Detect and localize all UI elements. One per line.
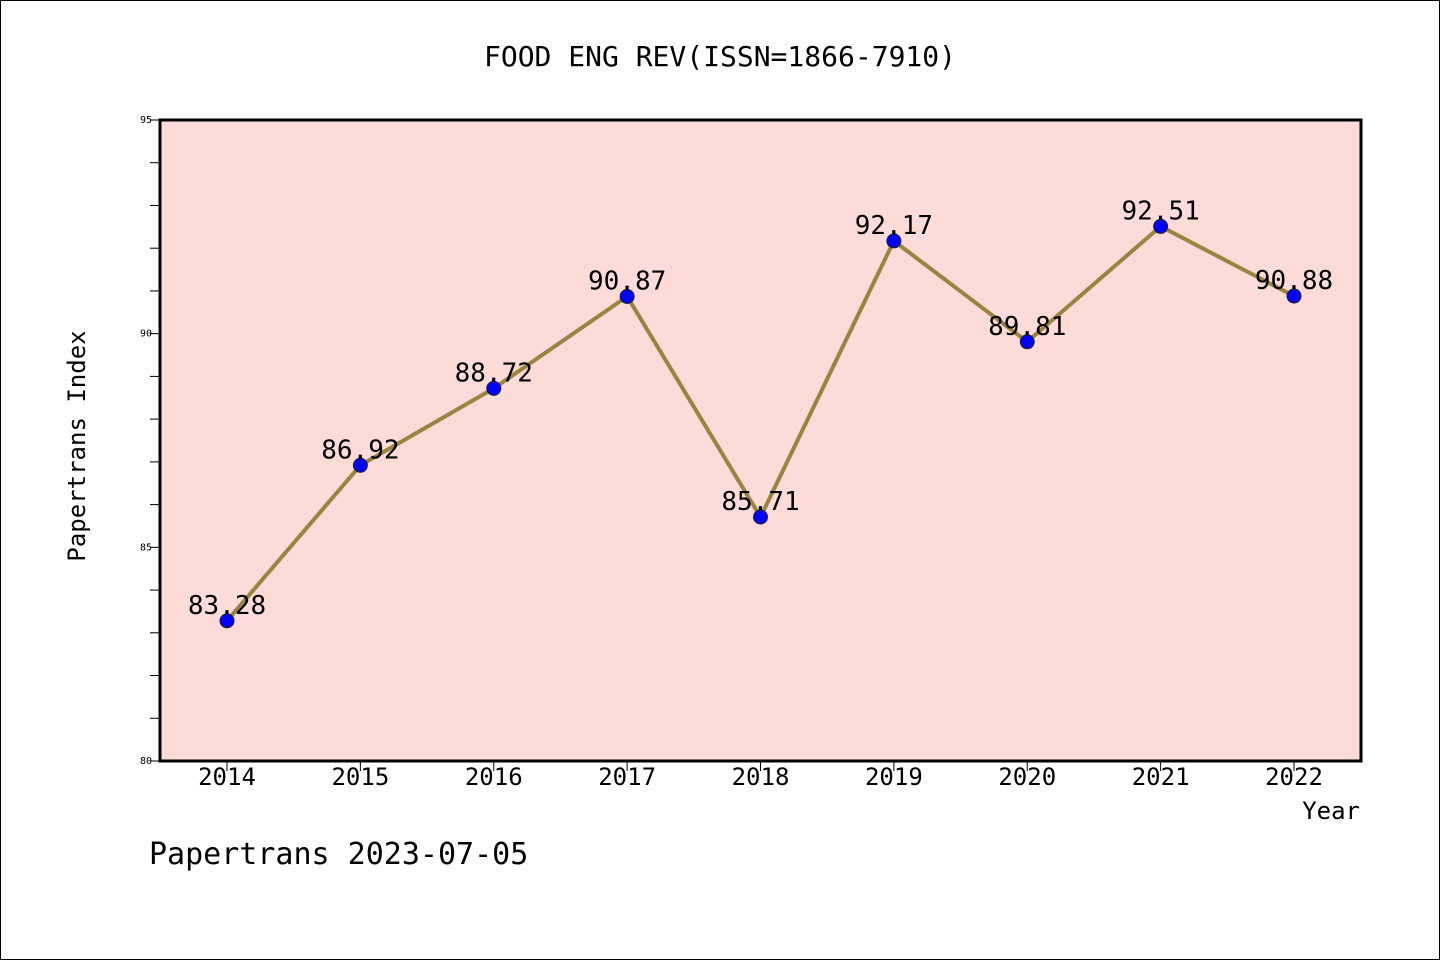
y-tick-label: 90	[140, 329, 152, 340]
data-point	[619, 288, 635, 304]
y-axis-label: Papertrans Index	[63, 330, 91, 561]
data-point	[753, 509, 768, 525]
data-point	[352, 457, 368, 473]
data-label: 83.28	[188, 591, 266, 621]
x-axis-label: Year	[1302, 797, 1360, 825]
chart-title: FOOD ENG REV(ISSN=1866-7910)	[484, 40, 956, 73]
x-tick-label: 2017	[598, 763, 656, 791]
footer-text: Papertrans 2023-07-05	[149, 837, 528, 872]
data-point	[886, 233, 902, 249]
data-label: 88.72	[455, 358, 533, 388]
x-tick-label: 2022	[1265, 763, 1323, 791]
data-point	[486, 380, 502, 396]
data-label: 90.88	[1255, 266, 1333, 296]
data-label: 86.92	[321, 435, 399, 465]
data-point	[1286, 288, 1302, 304]
y-tick-label: 80	[140, 756, 152, 767]
data-label: 92.51	[1121, 196, 1199, 226]
x-tick-label: 2018	[732, 763, 790, 791]
y-axis: 80 85 90 95	[140, 115, 160, 767]
data-label: 92.17	[855, 211, 933, 241]
data-label: 85.71	[721, 487, 799, 517]
data-label: 90.87	[588, 266, 666, 296]
series-layer: 83.28 86.92 88.72 90.87 85.71 92.17 89.81 92.51…	[188, 196, 1333, 629]
x-tick-label: 2014	[198, 763, 256, 791]
y-tick-label: 85	[140, 542, 152, 553]
data-point	[219, 613, 235, 629]
x-tick-label: 2016	[465, 763, 523, 791]
data-point	[1019, 334, 1035, 350]
y-tick-label: 95	[140, 115, 152, 126]
x-tick-label: 2015	[331, 763, 389, 791]
data-label: 89.81	[988, 312, 1066, 342]
x-axis: 2014 2015 2016 2017 2018 2019 2020 2021 2022	[198, 761, 1323, 791]
data-point	[1153, 218, 1169, 234]
x-tick-label: 2020	[998, 763, 1056, 791]
x-tick-label: 2019	[865, 763, 923, 791]
x-tick-label: 2021	[1132, 763, 1190, 791]
